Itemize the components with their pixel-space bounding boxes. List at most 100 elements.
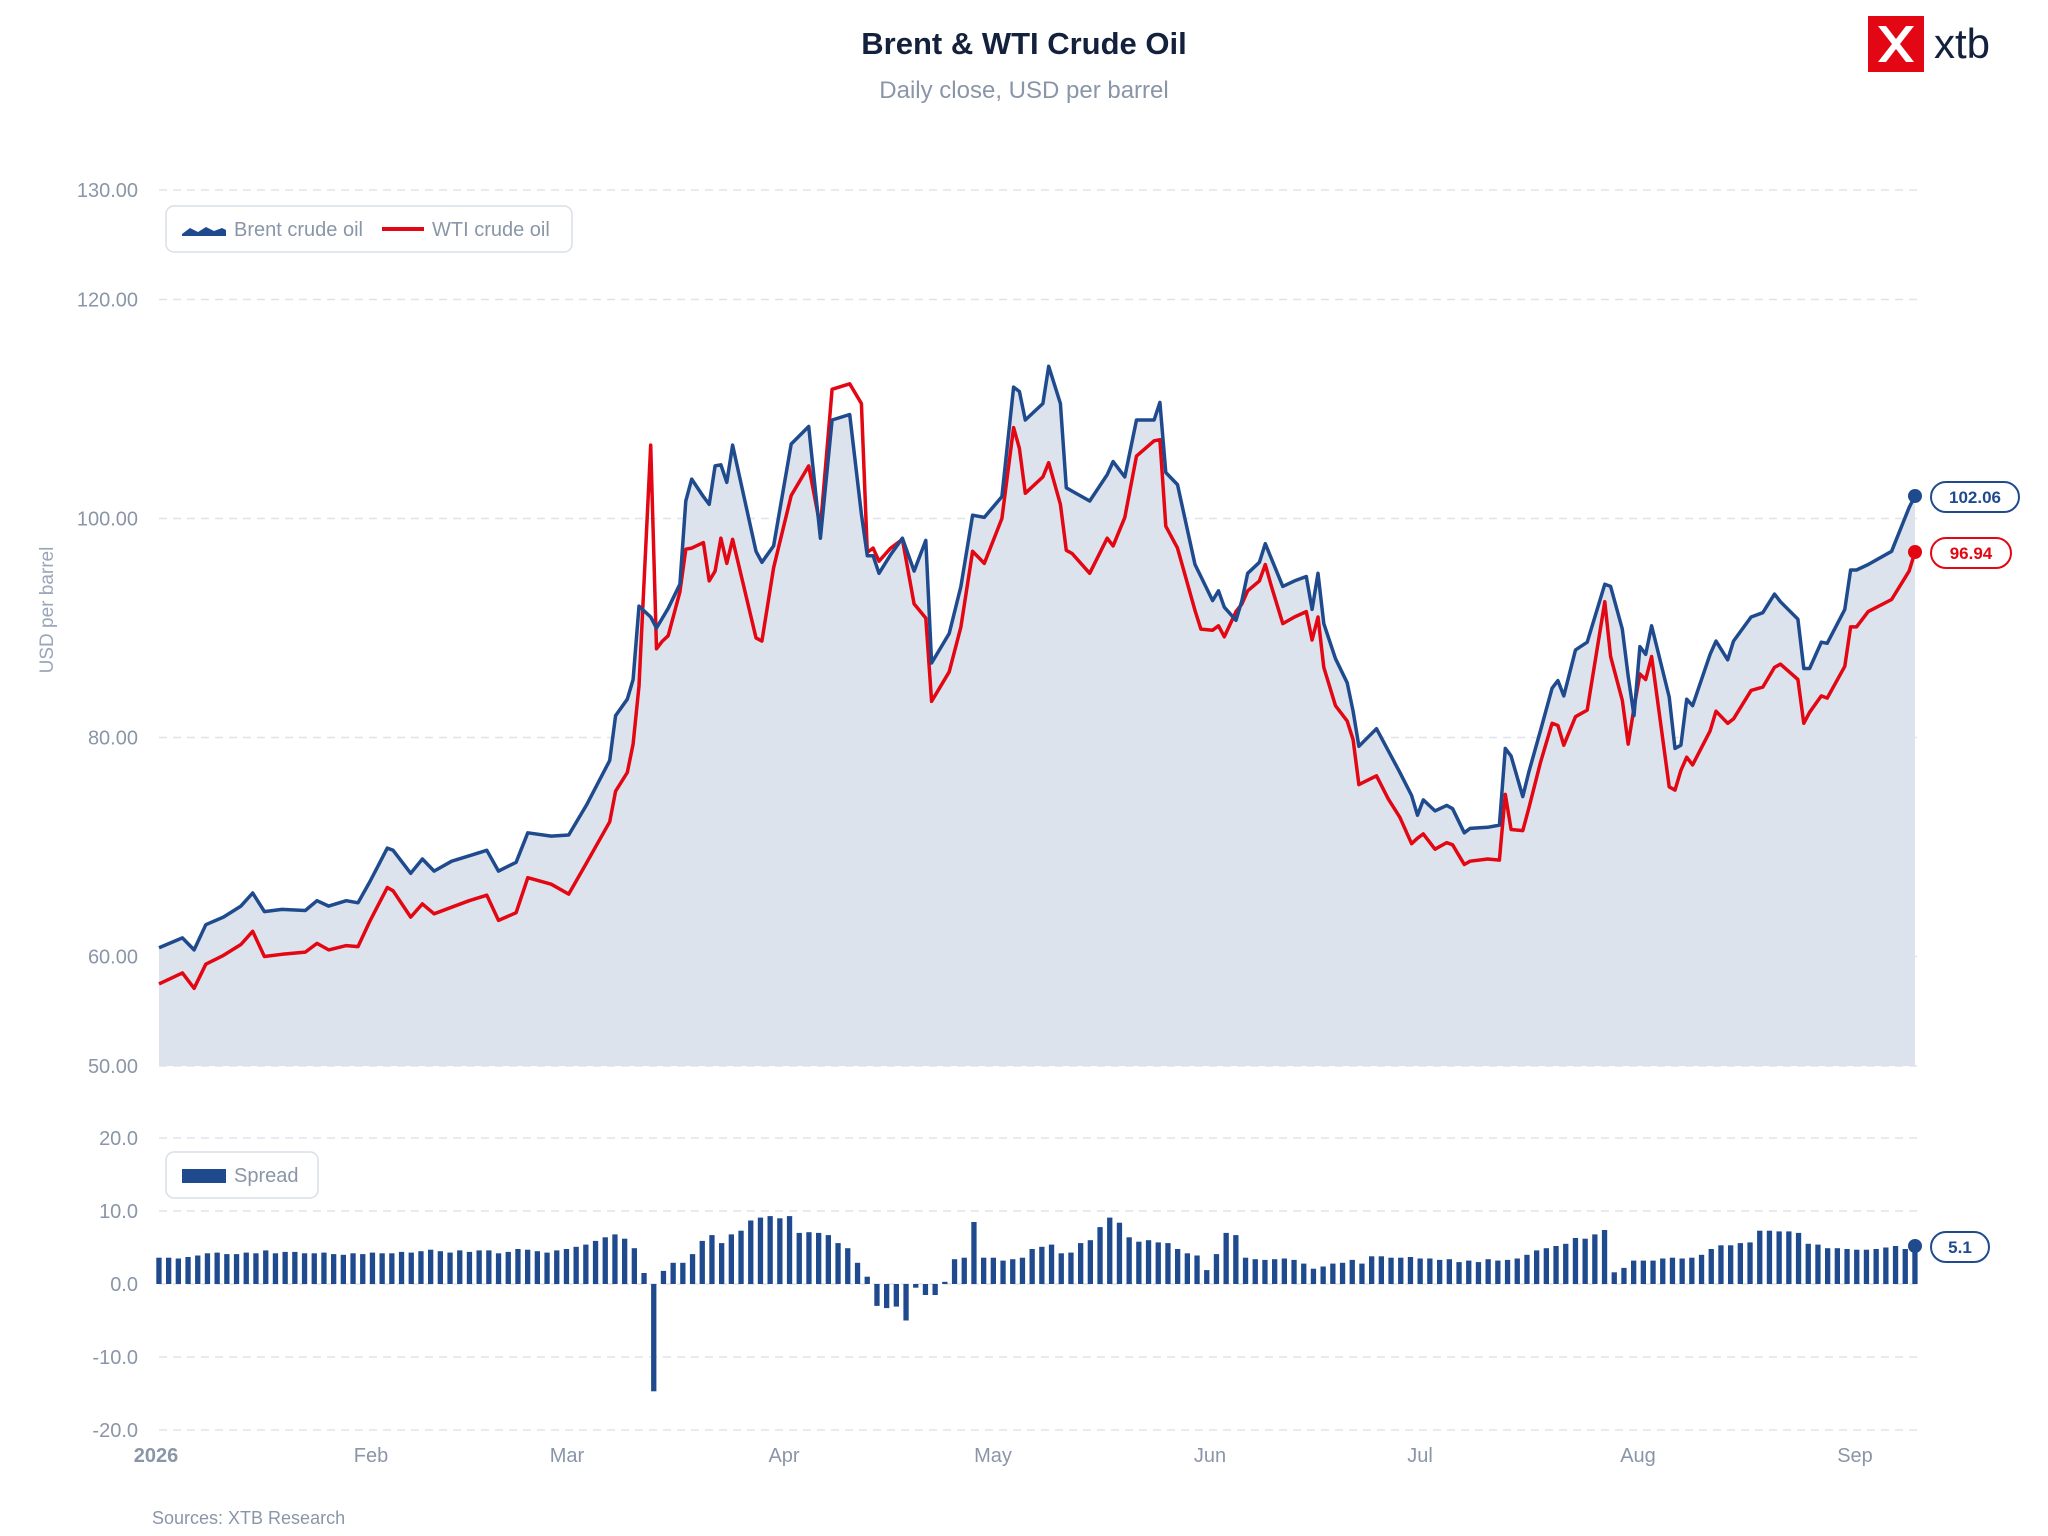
spread-bar	[369, 1252, 376, 1284]
spread-bar	[1728, 1245, 1734, 1284]
wti-series-line[interactable]	[158, 382, 1917, 991]
spread-bar	[1039, 1246, 1045, 1284]
wti-legend-label: WTI crude oil	[432, 219, 550, 241]
spread-bar	[757, 1217, 764, 1284]
brent-series-line[interactable]	[158, 364, 1917, 952]
spread-bar	[1417, 1258, 1423, 1284]
spread-bar	[1262, 1259, 1268, 1284]
brent-last-value-badge	[1930, 481, 2020, 513]
spread-bar	[1446, 1259, 1452, 1284]
y-tick-label: -20.0	[92, 1420, 138, 1442]
legend-item-wti[interactable]: WTI crude oil	[382, 219, 550, 241]
spread-bar	[1378, 1256, 1384, 1284]
spread-bar	[1145, 1240, 1152, 1284]
spread-bar	[1698, 1254, 1705, 1284]
brent-legend-icon	[182, 227, 226, 236]
spread-bar	[1776, 1231, 1782, 1284]
spread-bar	[428, 1249, 434, 1284]
spread-bar	[505, 1251, 511, 1284]
spread-bar	[1407, 1257, 1414, 1284]
spread-bar	[1883, 1247, 1889, 1284]
spread-bar	[1000, 1260, 1006, 1284]
y-tick-label: 60.00	[88, 947, 138, 969]
spread-bar	[990, 1257, 996, 1284]
spread-bar	[204, 1253, 211, 1284]
spread-bar	[1427, 1258, 1433, 1284]
spread-bar	[554, 1250, 560, 1284]
spread-bar	[379, 1253, 385, 1284]
spread-bar	[1349, 1259, 1355, 1284]
spread-bar	[1136, 1241, 1142, 1284]
legend-item-brent[interactable]: Brent crude oil	[182, 219, 363, 241]
spread-bar	[1242, 1257, 1249, 1284]
spread-bar	[971, 1222, 977, 1284]
spread-bar	[583, 1244, 589, 1284]
spread-bar	[825, 1235, 831, 1284]
spread-bar	[816, 1232, 822, 1284]
source-note: Sources: XTB Research	[152, 1508, 345, 1528]
spread-bar	[835, 1243, 841, 1284]
wti-last-value: 96.94	[1950, 544, 1993, 563]
spread-bar	[389, 1253, 395, 1284]
spread-bar	[699, 1240, 705, 1284]
spread-bar	[1320, 1266, 1326, 1284]
wti-last-point	[1908, 545, 1922, 559]
y-tick-label: 0.0	[110, 1274, 138, 1296]
spread-bar	[1310, 1268, 1317, 1284]
spread-bar	[1223, 1232, 1229, 1284]
spread-bar	[1291, 1259, 1297, 1284]
spread-bar	[156, 1257, 162, 1284]
spread-bar	[1912, 1246, 1918, 1284]
spread-bar	[1757, 1230, 1763, 1284]
spread-bar	[466, 1251, 473, 1284]
spread-bar	[486, 1250, 492, 1284]
spread-bar	[495, 1253, 502, 1284]
spread-bar	[680, 1262, 686, 1284]
spread-bar	[1611, 1272, 1617, 1284]
spread-bar	[913, 1284, 919, 1288]
spread-bar	[1815, 1244, 1821, 1284]
spread-bar	[1873, 1249, 1879, 1284]
spread-bar	[1582, 1238, 1588, 1284]
spread-bar	[437, 1251, 443, 1284]
spread-bar	[1010, 1259, 1016, 1284]
y-tick-label: -10.0	[92, 1347, 138, 1369]
spread-bar	[340, 1254, 346, 1284]
spread-bar	[573, 1246, 579, 1284]
spread-bar	[166, 1257, 172, 1284]
spread-bar	[942, 1281, 948, 1284]
spread-bar	[796, 1232, 802, 1284]
spread-bar	[301, 1253, 308, 1284]
spread-bar	[1369, 1256, 1375, 1284]
spread-legend-box	[165, 1151, 319, 1199]
spread-bar	[1456, 1262, 1462, 1284]
spread-bar	[1437, 1259, 1443, 1284]
spread-bar	[651, 1284, 657, 1392]
spread-legend[interactable]: Spread	[165, 1151, 319, 1199]
spread-bar	[1048, 1244, 1055, 1284]
spread-bar	[1194, 1255, 1200, 1284]
spread-bar	[534, 1251, 540, 1284]
logo-text: xtb	[1934, 20, 1990, 67]
spread-bar	[845, 1248, 851, 1284]
spread-bar	[272, 1253, 279, 1284]
brent-last-point	[1908, 489, 1922, 503]
spread-bar	[408, 1252, 414, 1284]
x-tick-label: Sep	[1837, 1445, 1873, 1467]
spread-bar	[1825, 1248, 1831, 1284]
spread-bar	[447, 1252, 453, 1284]
spread-bar	[864, 1276, 870, 1284]
spread-bar	[1116, 1222, 1123, 1284]
spread-bar	[350, 1253, 356, 1284]
xtb-logo[interactable]: xtb	[1868, 16, 1990, 72]
spread-bar	[1795, 1232, 1802, 1284]
spread-bar	[612, 1234, 618, 1284]
spread-bar	[224, 1254, 230, 1284]
spread-bar	[748, 1220, 754, 1284]
spread-bar	[1087, 1240, 1093, 1284]
spread-bar	[1175, 1249, 1181, 1284]
spread-bar	[1892, 1246, 1899, 1284]
chart-title: Brent & WTI Crude Oil	[861, 26, 1187, 61]
spread-bar	[854, 1262, 861, 1284]
spread-bar	[457, 1250, 463, 1284]
